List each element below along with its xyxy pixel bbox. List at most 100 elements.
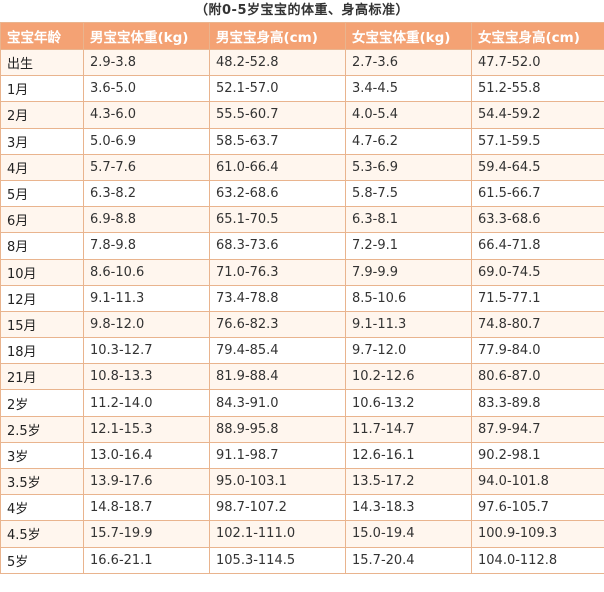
girl-weight-cell: 7.2-9.1 bbox=[345, 232, 472, 260]
boy-height-cell: 63.2-68.6 bbox=[209, 179, 346, 208]
girl-weight-cell: 3.4-4.5 bbox=[345, 75, 472, 103]
table-row: 3.5岁 13.9-17.6 95.0-103.1 13.5-17.2 94.0-101… bbox=[0, 467, 604, 496]
boy-weight-cell: 9.1-11.3 bbox=[83, 284, 210, 312]
table-body: 出生 2.9-3.8 48.2-52.8 2.7-3.6 47.7-52.0 1月 3.6-… bbox=[0, 48, 604, 574]
growth-standards-table: 宝宝年龄 男宝宝体重(kg) 男宝宝身高(cm) 女宝宝体重(kg) 女宝宝身高… bbox=[0, 22, 604, 574]
girl-weight-cell: 5.8-7.5 bbox=[345, 179, 472, 208]
age-cell: 2月 bbox=[0, 101, 84, 129]
girl-weight-cell: 13.5-17.2 bbox=[345, 467, 472, 496]
header-row: 宝宝年龄 男宝宝体重(kg) 男宝宝身高(cm) 女宝宝体重(kg) 女宝宝身高… bbox=[0, 22, 604, 50]
header-age: 宝宝年龄 bbox=[0, 22, 84, 50]
table-row: 2岁 11.2-14.0 84.3-91.0 10.6-13.2 83.3-89.8 bbox=[0, 389, 604, 417]
girl-height-cell: 74.8-80.7 bbox=[471, 310, 604, 339]
boy-height-cell: 65.1-70.5 bbox=[209, 206, 346, 234]
table-row: 出生 2.9-3.8 48.2-52.8 2.7-3.6 47.7-52.0 bbox=[0, 48, 604, 77]
boy-weight-cell: 11.2-14.0 bbox=[83, 389, 210, 417]
girl-height-cell: 54.4-59.2 bbox=[471, 101, 604, 129]
boy-weight-cell: 6.9-8.8 bbox=[83, 206, 210, 234]
age-cell: 18月 bbox=[0, 337, 84, 365]
boy-height-cell: 91.1-98.7 bbox=[209, 441, 346, 470]
boy-weight-cell: 5.0-6.9 bbox=[83, 127, 210, 155]
girl-weight-cell: 10.2-12.6 bbox=[345, 363, 472, 391]
boy-height-cell: 88.9-95.8 bbox=[209, 415, 346, 443]
boy-height-cell: 105.3-114.5 bbox=[209, 546, 346, 574]
girl-weight-cell: 4.7-6.2 bbox=[345, 127, 472, 155]
boy-weight-cell: 10.3-12.7 bbox=[83, 337, 210, 365]
boy-weight-cell: 5.7-7.6 bbox=[83, 153, 210, 181]
boy-weight-cell: 16.6-21.1 bbox=[83, 546, 210, 574]
boy-height-cell: 76.6-82.3 bbox=[209, 310, 346, 339]
girl-height-cell: 61.5-66.7 bbox=[471, 179, 604, 208]
table-row: 12月 9.1-11.3 73.4-78.8 8.5-10.6 71.5-77.1 bbox=[0, 284, 604, 312]
girl-weight-cell: 9.7-12.0 bbox=[345, 337, 472, 365]
girl-weight-cell: 7.9-9.9 bbox=[345, 258, 472, 286]
boy-height-cell: 58.5-63.7 bbox=[209, 127, 346, 155]
girl-weight-cell: 4.0-5.4 bbox=[345, 101, 472, 129]
age-cell: 4.5岁 bbox=[0, 520, 84, 548]
boy-height-cell: 61.0-66.4 bbox=[209, 153, 346, 181]
boy-height-cell: 55.5-60.7 bbox=[209, 101, 346, 129]
boy-weight-cell: 4.3-6.0 bbox=[83, 101, 210, 129]
age-cell: 2.5岁 bbox=[0, 415, 84, 443]
girl-height-cell: 47.7-52.0 bbox=[471, 48, 604, 77]
boy-weight-cell: 7.8-9.8 bbox=[83, 232, 210, 260]
boy-height-cell: 71.0-76.3 bbox=[209, 258, 346, 286]
table-row: 3岁 13.0-16.4 91.1-98.7 12.6-16.1 90.2-98.1 bbox=[0, 441, 604, 470]
girl-weight-cell: 10.6-13.2 bbox=[345, 389, 472, 417]
boy-weight-cell: 8.6-10.6 bbox=[83, 258, 210, 286]
age-cell: 21月 bbox=[0, 363, 84, 391]
boy-height-cell: 48.2-52.8 bbox=[209, 48, 346, 77]
table-row: 2.5岁 12.1-15.3 88.9-95.8 11.7-14.7 87.9-94.7 bbox=[0, 415, 604, 443]
girl-weight-cell: 9.1-11.3 bbox=[345, 310, 472, 339]
header-girl-weight: 女宝宝体重(kg) bbox=[345, 22, 472, 50]
table-row: 4月 5.7-7.6 61.0-66.4 5.3-6.9 59.4-64.5 bbox=[0, 153, 604, 181]
boy-weight-cell: 3.6-5.0 bbox=[83, 75, 210, 103]
boy-weight-cell: 9.8-12.0 bbox=[83, 310, 210, 339]
age-cell: 3岁 bbox=[0, 441, 84, 470]
table-row: 5月 6.3-8.2 63.2-68.6 5.8-7.5 61.5-66.7 bbox=[0, 179, 604, 208]
girl-weight-cell: 11.7-14.7 bbox=[345, 415, 472, 443]
age-cell: 3月 bbox=[0, 127, 84, 155]
table-caption: （附0-5岁宝宝的体重、身高标准） bbox=[195, 3, 409, 18]
table-row: 1月 3.6-5.0 52.1-57.0 3.4-4.5 51.2-55.8 bbox=[0, 75, 604, 103]
table-header: 宝宝年龄 男宝宝体重(kg) 男宝宝身高(cm) 女宝宝体重(kg) 女宝宝身高… bbox=[0, 22, 604, 50]
girl-height-cell: 83.3-89.8 bbox=[471, 389, 604, 417]
table-row: 4岁 14.8-18.7 98.7-107.2 14.3-18.3 97.6-105.7 bbox=[0, 494, 604, 522]
girl-height-cell: 51.2-55.8 bbox=[471, 75, 604, 103]
boy-weight-cell: 10.8-13.3 bbox=[83, 363, 210, 391]
girl-weight-cell: 12.6-16.1 bbox=[345, 441, 472, 470]
girl-height-cell: 59.4-64.5 bbox=[471, 153, 604, 181]
girl-weight-cell: 15.7-20.4 bbox=[345, 546, 472, 574]
age-cell: 4月 bbox=[0, 153, 84, 181]
girl-height-cell: 77.9-84.0 bbox=[471, 337, 604, 365]
header-boy-weight: 男宝宝体重(kg) bbox=[83, 22, 210, 50]
boy-height-cell: 84.3-91.0 bbox=[209, 389, 346, 417]
girl-height-cell: 57.1-59.5 bbox=[471, 127, 604, 155]
table-row: 4.5岁 15.7-19.9 102.1-111.0 15.0-19.4 100.9-1… bbox=[0, 520, 604, 548]
boy-height-cell: 73.4-78.8 bbox=[209, 284, 346, 312]
boy-height-cell: 95.0-103.1 bbox=[209, 467, 346, 496]
age-cell: 15月 bbox=[0, 310, 84, 339]
boy-weight-cell: 13.9-17.6 bbox=[83, 467, 210, 496]
boy-height-cell: 81.9-88.4 bbox=[209, 363, 346, 391]
table-row: 5岁 16.6-21.1 105.3-114.5 15.7-20.4 104.0-112… bbox=[0, 546, 604, 574]
girl-weight-cell: 14.3-18.3 bbox=[345, 494, 472, 522]
girl-height-cell: 90.2-98.1 bbox=[471, 441, 604, 470]
age-cell: 出生 bbox=[0, 48, 84, 77]
table-row: 21月 10.8-13.3 81.9-88.4 10.2-12.6 80.6-87.0 bbox=[0, 363, 604, 391]
girl-weight-cell: 5.3-6.9 bbox=[345, 153, 472, 181]
girl-weight-cell: 2.7-3.6 bbox=[345, 48, 472, 77]
table-row: 2月 4.3-6.0 55.5-60.7 4.0-5.4 54.4-59.2 bbox=[0, 101, 604, 129]
header-boy-height: 男宝宝身高(cm) bbox=[209, 22, 346, 50]
girl-height-cell: 66.4-71.8 bbox=[471, 232, 604, 260]
girl-height-cell: 69.0-74.5 bbox=[471, 258, 604, 286]
girl-height-cell: 97.6-105.7 bbox=[471, 494, 604, 522]
girl-height-cell: 87.9-94.7 bbox=[471, 415, 604, 443]
age-cell: 4岁 bbox=[0, 494, 84, 522]
table-row: 10月 8.6-10.6 71.0-76.3 7.9-9.9 69.0-74.5 bbox=[0, 258, 604, 286]
boy-height-cell: 52.1-57.0 bbox=[209, 75, 346, 103]
table-row: 8月 7.8-9.8 68.3-73.6 7.2-9.1 66.4-71.8 bbox=[0, 232, 604, 260]
table-row: 3月 5.0-6.9 58.5-63.7 4.7-6.2 57.1-59.5 bbox=[0, 127, 604, 155]
girl-height-cell: 71.5-77.1 bbox=[471, 284, 604, 312]
age-cell: 1月 bbox=[0, 75, 84, 103]
